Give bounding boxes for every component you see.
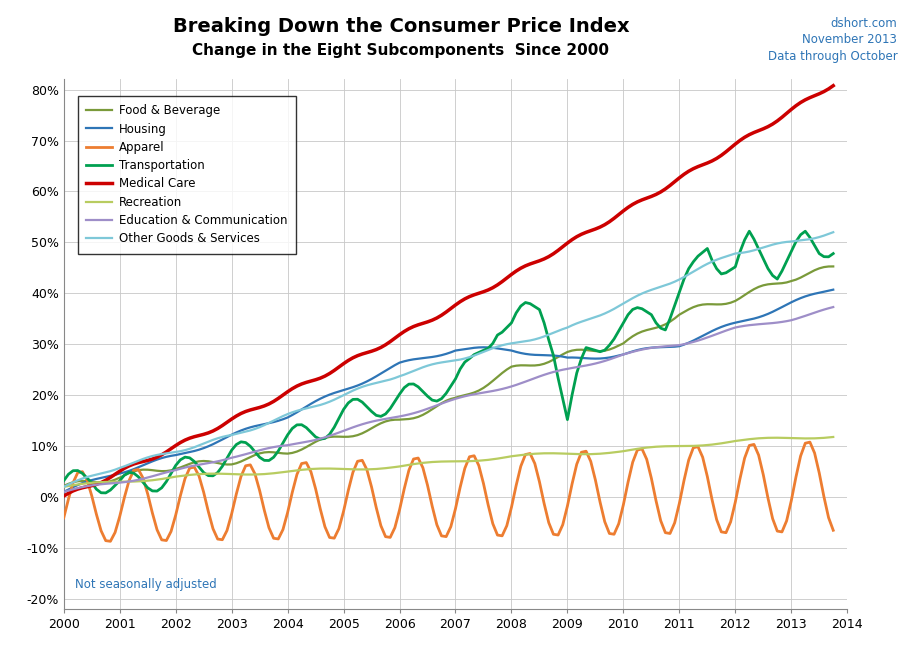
Education & Communication	[272, 442, 283, 450]
Housing	[828, 286, 839, 294]
Food & Beverage	[571, 346, 582, 354]
Education & Communication	[77, 483, 87, 491]
Food & Beverage	[58, 482, 69, 490]
Line: Education & Communication: Education & Communication	[64, 307, 834, 492]
Text: Data through October: Data through October	[768, 50, 897, 63]
Line: Medical Care: Medical Care	[64, 85, 834, 496]
Apparel	[105, 538, 116, 545]
Transportation	[576, 355, 587, 363]
Transportation	[824, 253, 834, 261]
Housing	[548, 352, 558, 359]
Medical Care	[272, 395, 283, 402]
Food & Beverage	[548, 355, 558, 363]
Line: Housing: Housing	[64, 290, 834, 492]
Transportation	[100, 489, 111, 497]
Transportation	[553, 374, 564, 382]
Other Goods & Services	[272, 414, 283, 422]
Text: Not seasonally adjusted: Not seasonally adjusted	[75, 578, 217, 591]
Text: Breaking Down the Consumer Price Index: Breaking Down the Consumer Price Index	[172, 17, 630, 36]
Line: Transportation: Transportation	[64, 231, 834, 493]
Education & Communication	[828, 303, 839, 311]
Transportation	[791, 238, 802, 246]
Food & Beverage	[814, 264, 824, 272]
Medical Care	[828, 81, 839, 89]
Education & Communication	[781, 317, 792, 325]
Apparel	[58, 514, 69, 522]
Medical Care	[77, 484, 87, 492]
Other Goods & Services	[58, 483, 69, 491]
Transportation	[828, 250, 839, 258]
Legend: Food & Beverage, Housing, Apparel, Transportation, Medical Care, Recreation, Edu: Food & Beverage, Housing, Apparel, Trans…	[77, 96, 295, 254]
Text: dshort.com: dshort.com	[831, 17, 897, 30]
Apparel	[786, 496, 797, 504]
Medical Care	[781, 109, 792, 117]
Transportation	[58, 477, 69, 485]
Line: Apparel: Apparel	[64, 442, 834, 542]
Recreation	[58, 483, 69, 491]
Apparel	[553, 531, 564, 539]
Food & Beverage	[828, 262, 839, 270]
Recreation	[828, 433, 839, 441]
Transportation	[743, 227, 754, 235]
Transportation	[278, 439, 289, 447]
Housing	[571, 354, 582, 361]
Apparel	[77, 468, 87, 476]
Apparel	[576, 448, 587, 456]
Recreation	[548, 449, 558, 457]
Medical Care	[571, 233, 582, 241]
Medical Care	[548, 250, 558, 258]
Text: November 2013: November 2013	[803, 33, 897, 46]
Housing	[814, 289, 824, 297]
Food & Beverage	[781, 279, 792, 287]
Text: Change in the Eight Subcomponents  Since 2000: Change in the Eight Subcomponents Since …	[192, 43, 609, 58]
Education & Communication	[814, 307, 824, 315]
Medical Care	[58, 492, 69, 500]
Apparel	[804, 438, 815, 446]
Apparel	[824, 514, 834, 522]
Medical Care	[814, 90, 824, 98]
Line: Other Goods & Services: Other Goods & Services	[64, 232, 834, 487]
Recreation	[814, 434, 824, 442]
Recreation	[571, 450, 582, 458]
Education & Communication	[548, 368, 558, 376]
Transportation	[77, 469, 87, 477]
Food & Beverage	[272, 449, 283, 457]
Housing	[781, 301, 792, 308]
Recreation	[781, 434, 792, 442]
Apparel	[278, 526, 289, 534]
Other Goods & Services	[571, 320, 582, 328]
Food & Beverage	[77, 477, 87, 485]
Recreation	[77, 480, 87, 488]
Education & Communication	[571, 363, 582, 371]
Other Goods & Services	[548, 329, 558, 337]
Education & Communication	[58, 488, 69, 496]
Other Goods & Services	[814, 233, 824, 241]
Other Goods & Services	[828, 228, 839, 236]
Line: Food & Beverage: Food & Beverage	[64, 266, 834, 486]
Housing	[272, 417, 283, 425]
Housing	[58, 488, 69, 496]
Other Goods & Services	[77, 475, 87, 483]
Other Goods & Services	[781, 238, 792, 246]
Housing	[77, 479, 87, 487]
Apparel	[828, 526, 839, 534]
Line: Recreation: Recreation	[64, 437, 834, 487]
Recreation	[272, 469, 283, 477]
